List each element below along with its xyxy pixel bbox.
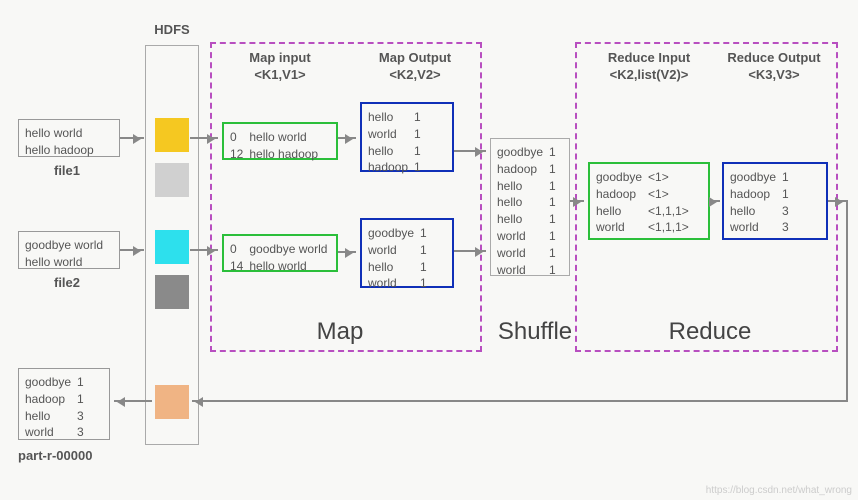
arrow-map1-out1 [338, 137, 356, 139]
file2-lines: goodbye worldhello world [25, 237, 113, 271]
arrow-map2-out2 [338, 251, 356, 253]
arrow-file2-hdfs [120, 249, 144, 251]
file1-box: hello worldhello hadoop [18, 119, 120, 157]
arrow-out2-shuffle [454, 250, 486, 252]
reduce-input-table: goodbye<1>hadoop<1>hello<1,1,1>world<1,1… [596, 169, 695, 236]
hdfs-block-5 [155, 385, 189, 419]
arrow-file1-hdfs [120, 137, 144, 139]
shuffle-table: goodbye1hadoop1hello1hello1hello1world1w… [497, 144, 562, 278]
map-input-1: 0hello world12hello hadoop [222, 122, 338, 160]
part-box: goodbye1hadoop1hello3world3 [18, 368, 110, 440]
part-table: goodbye1hadoop1hello3world3 [25, 374, 90, 441]
map-input-2-table: 0goodbye world14hello world [230, 241, 333, 275]
hdfs-block-1 [155, 118, 189, 152]
diagram-canvas: { "watermark": "https://blog.csdn.net/wh… [0, 0, 858, 500]
map-input-1-table: 0hello world12hello hadoop [230, 129, 324, 163]
reduce-output-box: goodbye1hadoop1hello3world3 [722, 162, 828, 240]
hdfs-block-2 [155, 163, 189, 197]
map-output-2-table: goodbye1world1hello1world1 [368, 225, 433, 292]
watermark: https://blog.csdn.net/what_wrong [706, 485, 852, 496]
return-hline [192, 400, 848, 402]
map-output-header: Map Output <K2,V2> [360, 50, 470, 84]
arrow-out1-shuffle [454, 150, 486, 152]
map-output-2: goodbye1world1hello1world1 [360, 218, 454, 288]
part-label: part-r-00000 [18, 448, 110, 463]
file1-label: file1 [42, 163, 92, 178]
map-input-header: Map input <K1,V1> [222, 50, 338, 84]
map-phase [210, 42, 482, 352]
reduce-output-table: goodbye1hadoop1hello3world3 [730, 169, 795, 236]
arrow-shuffle-reduce [570, 200, 584, 202]
arrow-reducein-out [710, 200, 720, 202]
map-input-2: 0goodbye world14hello world [222, 234, 338, 272]
file2-label: file2 [42, 275, 92, 290]
hdfs-block-4 [155, 275, 189, 309]
reduce-label: Reduce [640, 318, 780, 346]
map-label: Map [280, 318, 400, 346]
arrow-reduceout-right [828, 200, 846, 202]
map-output-1: hello1world1hello1hadoop1 [360, 102, 454, 172]
file1-lines: hello worldhello hadoop [25, 125, 113, 159]
shuffle-label: Shuffle [485, 318, 585, 346]
reduce-input-header: Reduce Input <K2,list(V2)> [588, 50, 710, 84]
arrow-hdfs-part [114, 400, 152, 402]
hdfs-block-3 [155, 230, 189, 264]
reduce-input-box: goodbye<1>hadoop<1>hello<1,1,1>world<1,1… [588, 162, 710, 240]
return-vline [846, 200, 848, 400]
shuffle-box: goodbye1hadoop1hello1hello1hello1world1w… [490, 138, 570, 276]
file2-box: goodbye worldhello world [18, 231, 120, 269]
reduce-output-header: Reduce Output <K3,V3> [716, 50, 832, 84]
map-output-1-table: hello1world1hello1hadoop1 [368, 109, 427, 176]
arrow-hdfs-map2 [190, 249, 218, 251]
arrow-hdfs-map1 [190, 137, 218, 139]
hdfs-label: HDFS [138, 22, 206, 37]
